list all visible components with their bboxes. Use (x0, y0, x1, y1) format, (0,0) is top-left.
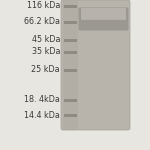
Bar (64, 21, 77, 24)
Text: 116 kDa: 116 kDa (27, 2, 60, 10)
Text: 25 kDa: 25 kDa (31, 66, 60, 75)
Text: 45 kDa: 45 kDa (32, 36, 60, 45)
Text: 14.4 kDa: 14.4 kDa (24, 111, 60, 120)
Bar (64, 51, 77, 54)
Bar (64, 5, 77, 8)
FancyBboxPatch shape (81, 8, 126, 20)
FancyBboxPatch shape (61, 0, 130, 130)
Bar (64, 69, 77, 72)
Bar (64, 114, 77, 117)
Bar (64, 39, 77, 42)
Bar (63, 0, 78, 130)
Text: 18. 4kDa: 18. 4kDa (24, 96, 60, 105)
Text: 35 kDa: 35 kDa (32, 48, 60, 57)
Bar (64, 99, 77, 102)
Text: 66.2 kDa: 66.2 kDa (24, 18, 60, 27)
FancyBboxPatch shape (78, 8, 129, 30)
